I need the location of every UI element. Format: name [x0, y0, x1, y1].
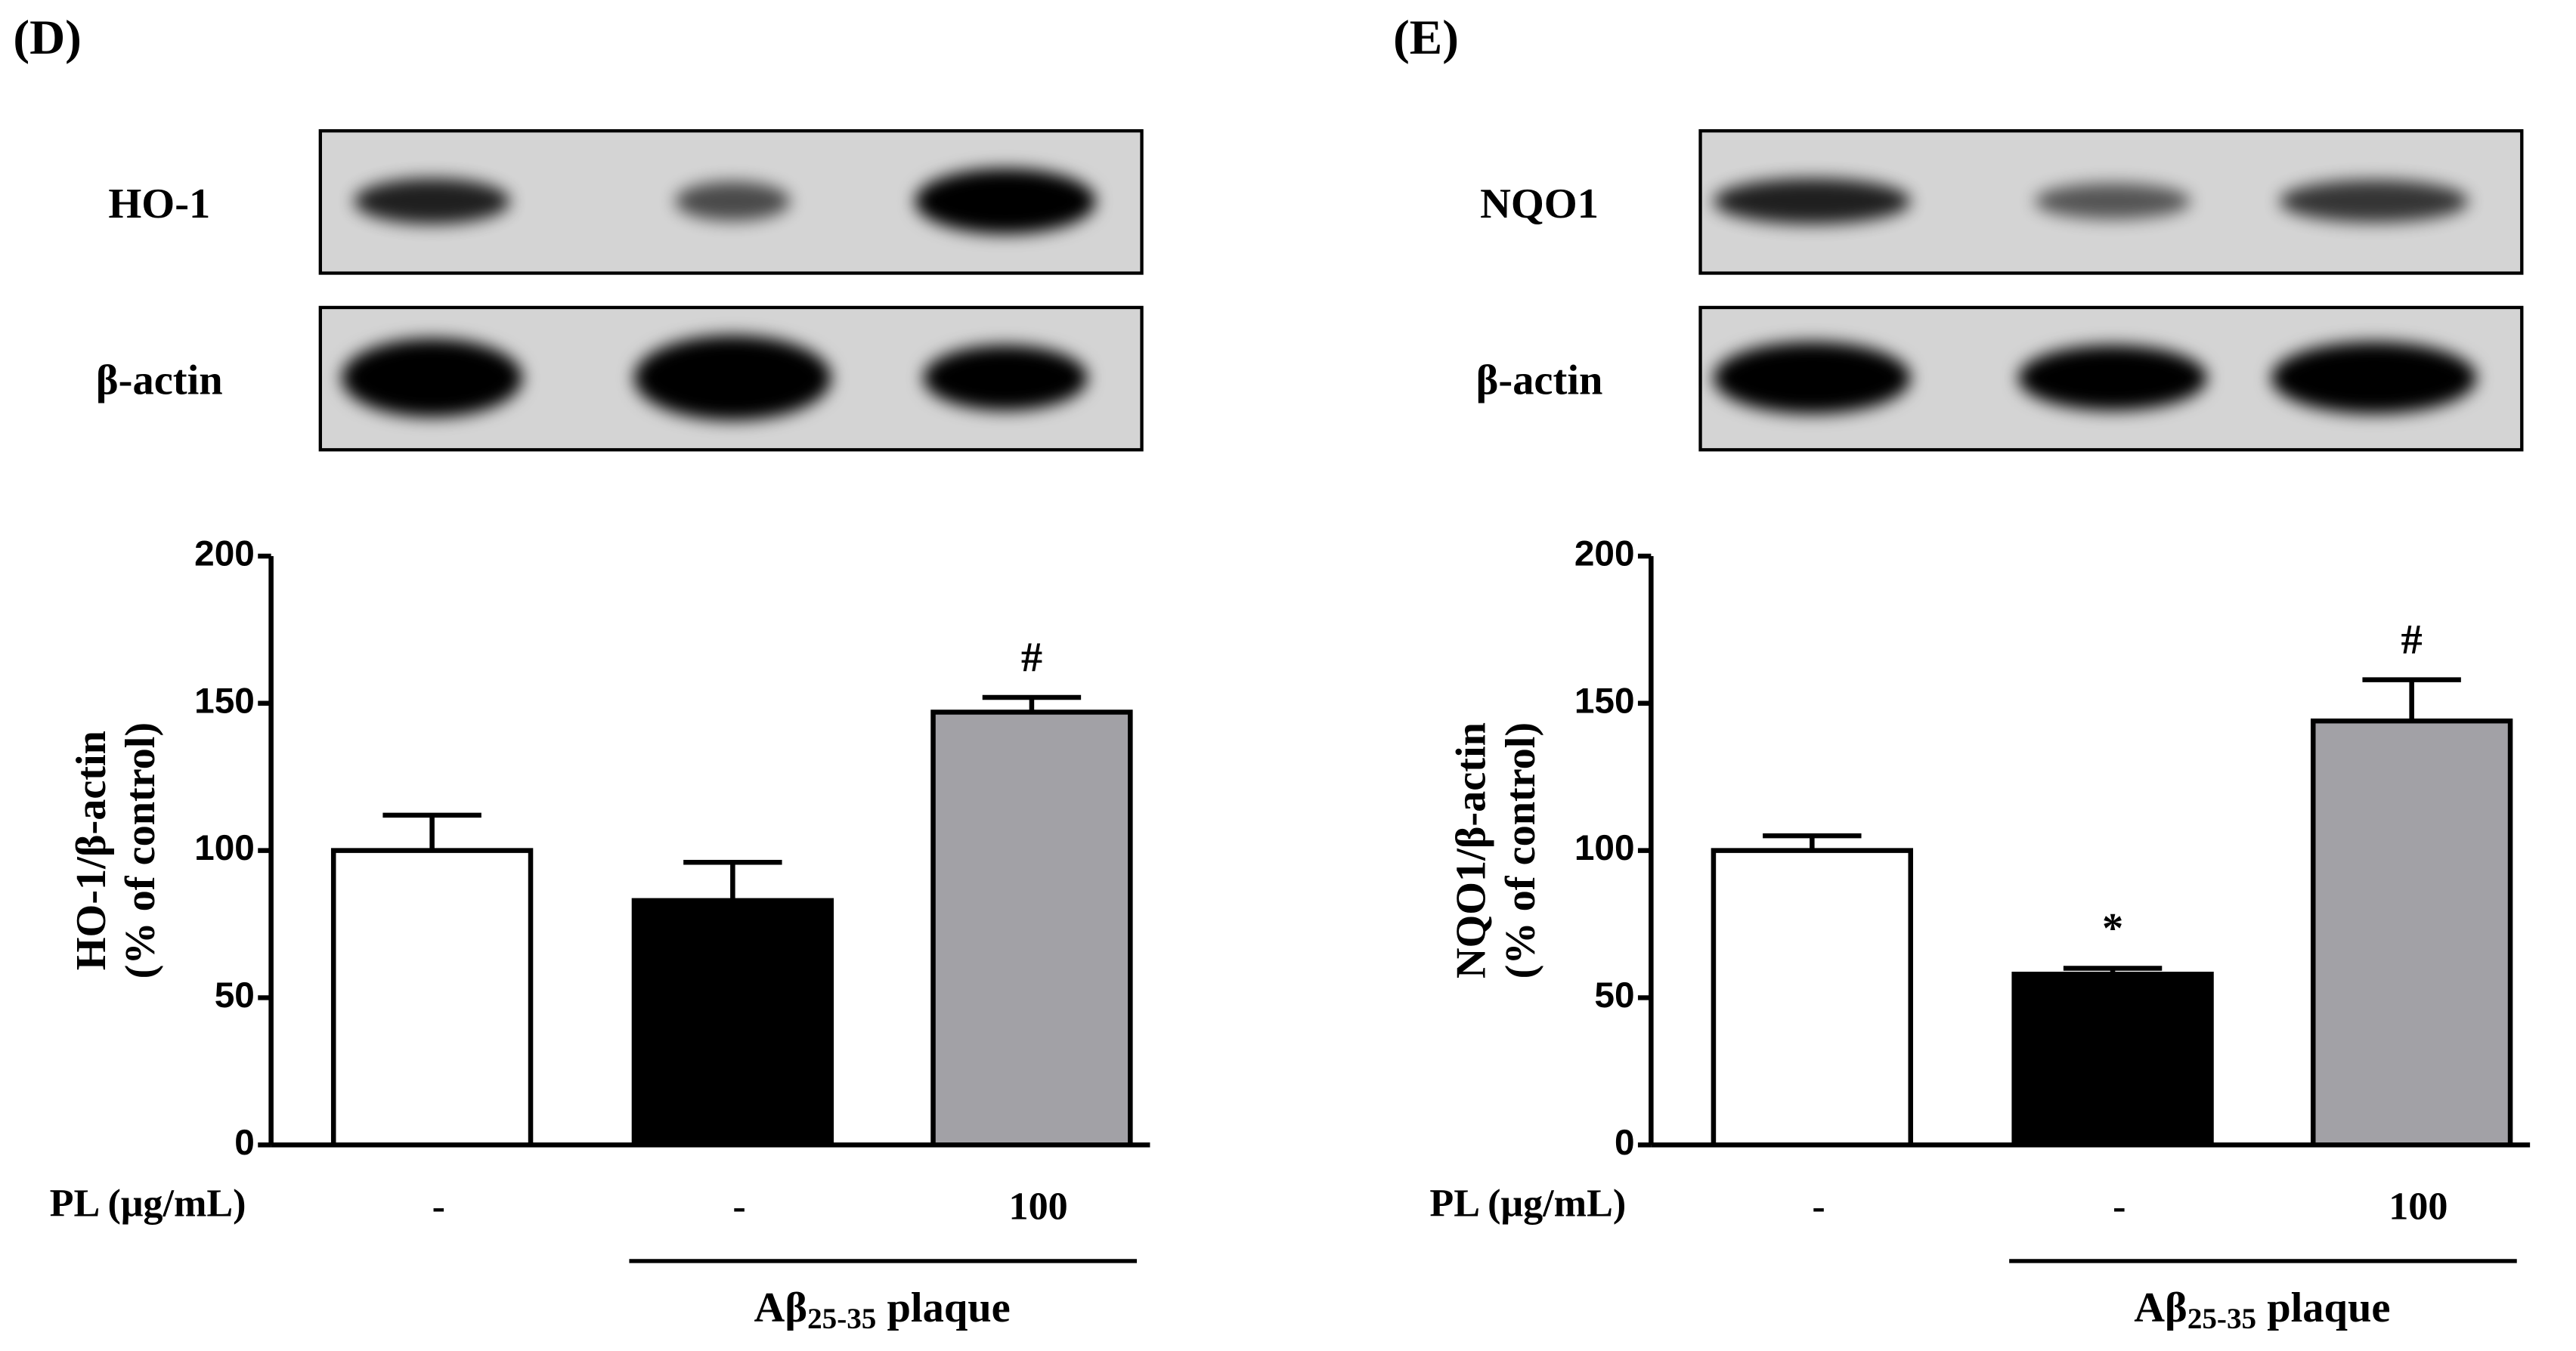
group-label-rest: plaque	[2256, 1285, 2390, 1331]
blot-label: NQO1	[1480, 181, 1599, 227]
group-label: Aβ25-35 plaque	[754, 1285, 1011, 1335]
bar	[2011, 972, 2214, 1148]
blot-label: HO-1	[108, 181, 210, 227]
bar	[631, 898, 834, 1148]
y-tick-label: 150	[1574, 681, 1635, 721]
bar	[1711, 848, 1914, 1148]
blot-band	[915, 168, 1096, 234]
category-label: -	[1812, 1186, 1825, 1229]
category-label: 100	[2389, 1186, 2448, 1229]
y-tick-label: 150	[194, 681, 255, 721]
bar	[330, 848, 534, 1148]
y-tick-label: 100	[1574, 828, 1635, 868]
blot-band	[1713, 178, 1911, 224]
y-axis-label: (% of control)	[1497, 722, 1544, 979]
group-label-main: Aβ	[754, 1285, 808, 1331]
category-label: -	[432, 1186, 445, 1229]
group-label-main: Aβ	[2134, 1285, 2187, 1331]
blot-band	[342, 339, 523, 417]
y-tick-label: 100	[194, 828, 255, 868]
blot-band	[1713, 342, 1911, 414]
y-tick-label: 0	[1615, 1123, 1635, 1163]
y-tick-label: 50	[1594, 975, 1634, 1016]
row-label: PL (μg/mL)	[1429, 1183, 1626, 1226]
blot-band	[675, 181, 791, 221]
y-axis-label: HO-1/β-actin	[68, 731, 115, 970]
y-tick-label: 200	[1574, 534, 1635, 574]
bar	[930, 710, 1133, 1148]
panel-label: (E)	[1393, 11, 1459, 65]
significance-mark: #	[2401, 617, 2423, 663]
blot-band	[2018, 345, 2208, 411]
blot-band	[2279, 180, 2469, 223]
row-label: PL (μg/mL)	[50, 1183, 246, 1226]
blot-label: β-actin	[96, 357, 223, 404]
significance-mark: *	[2102, 905, 2123, 952]
group-label-sub: 25-35	[2187, 1303, 2256, 1335]
category-label: -	[732, 1186, 745, 1229]
significance-mark: #	[1021, 634, 1042, 681]
y-tick-label: 0	[234, 1123, 255, 1163]
blot-band	[923, 345, 1088, 411]
blot-band	[633, 335, 831, 421]
category-label: 100	[1009, 1186, 1068, 1229]
blot-band	[354, 178, 510, 224]
panel-label: (D)	[13, 11, 82, 65]
group-label-sub: 25-35	[807, 1303, 876, 1335]
category-label: -	[2113, 1186, 2126, 1229]
y-axis-label: (% of control)	[117, 722, 164, 979]
blot-label: β-actin	[1476, 357, 1603, 404]
blot-band	[2034, 183, 2191, 220]
group-label: Aβ25-35 plaque	[2134, 1285, 2390, 1335]
y-tick-label: 50	[215, 975, 255, 1016]
blot-band	[2271, 342, 2477, 414]
y-tick-label: 200	[194, 534, 255, 574]
group-label-rest: plaque	[876, 1285, 1010, 1331]
y-axis-label: NQO1/β-actin	[1448, 722, 1495, 978]
bar	[2310, 718, 2513, 1148]
